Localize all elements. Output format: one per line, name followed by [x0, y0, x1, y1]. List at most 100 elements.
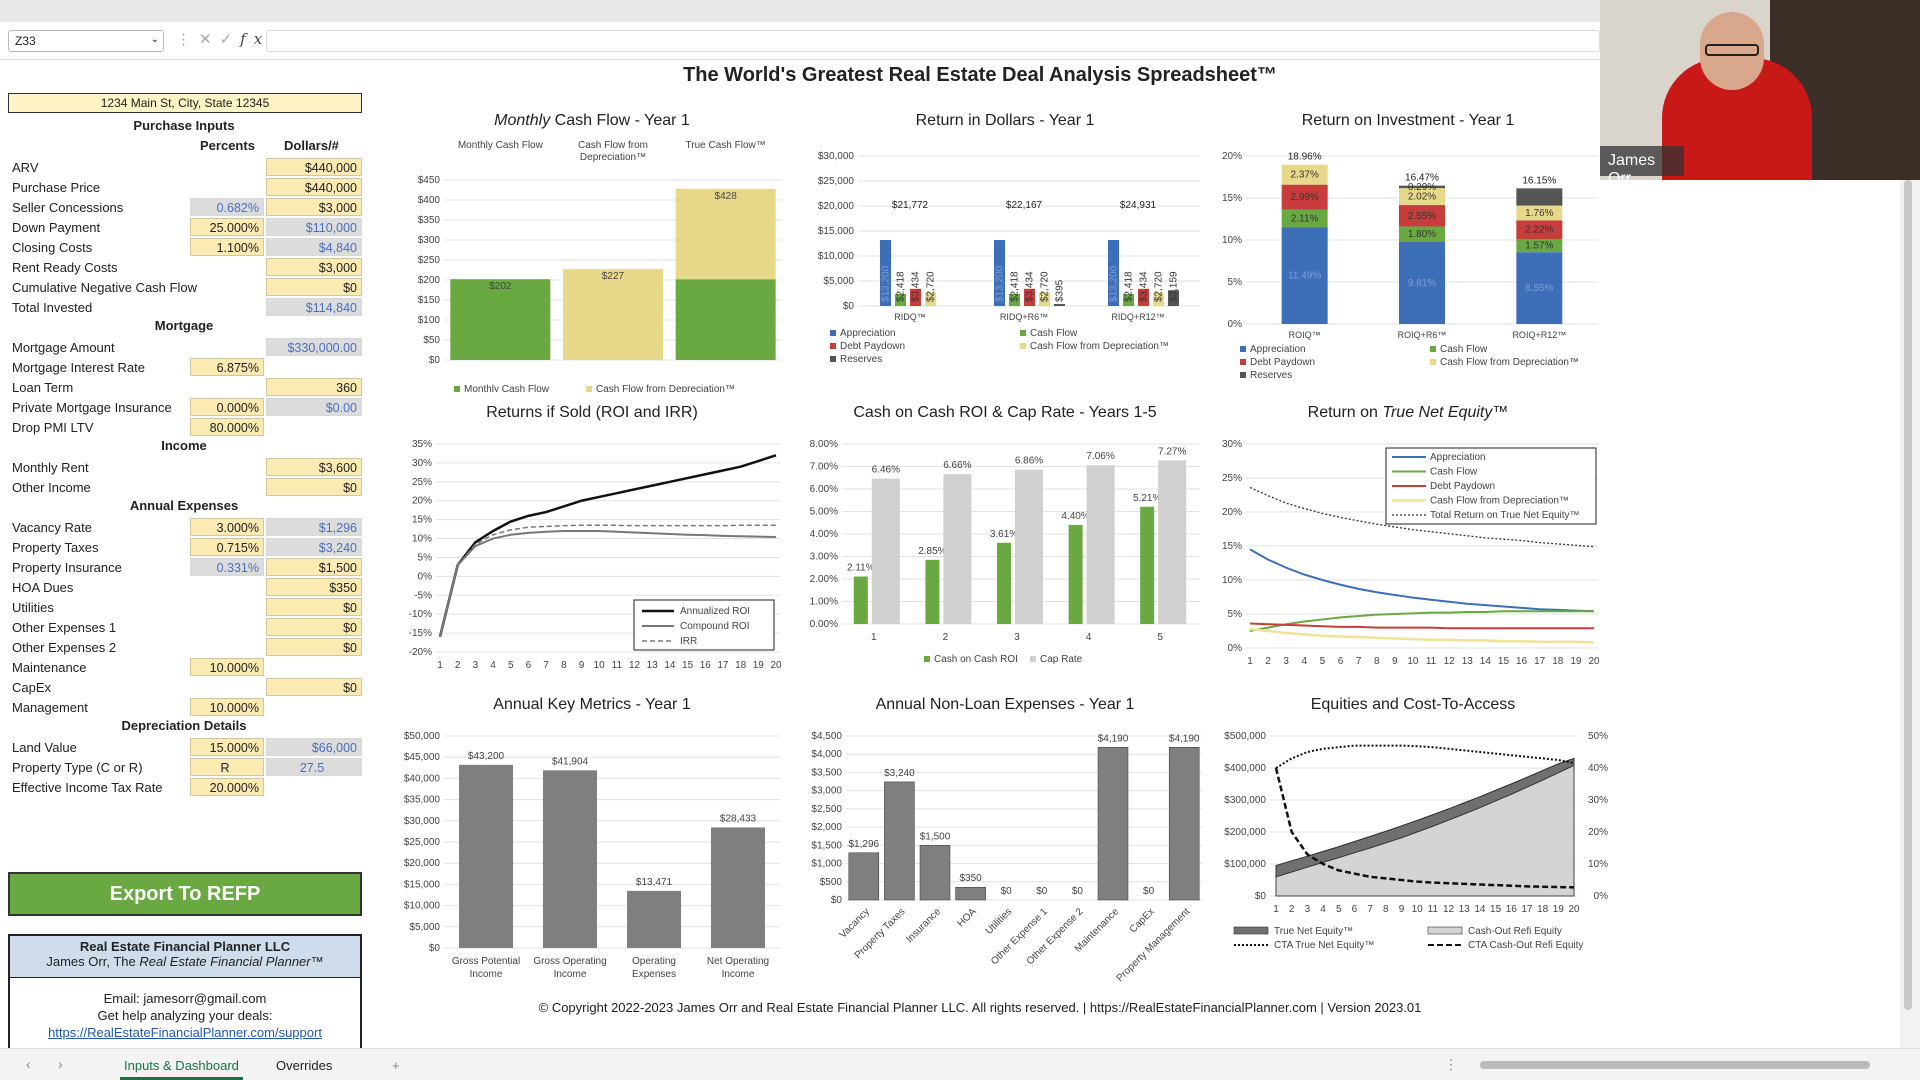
x-tick-label: 13: [647, 660, 659, 671]
purchase-percent-cell[interactable]: 0.682%: [190, 198, 264, 216]
y-tick-label: $20,000: [818, 201, 855, 212]
support-link[interactable]: https://RealEstateFinancialPlanner.com/s…: [48, 1025, 322, 1040]
chart-annual-non-loan[interactable]: Annual Non-Loan Expenses - Year 1 $0 $500 $…: [800, 696, 1210, 992]
chart-annual-key-metrics[interactable]: Annual Key Metrics - Year 1 $0 $5,000 $10,0…: [392, 696, 792, 992]
expenses-value-cell[interactable]: $0: [266, 638, 362, 656]
bar: [1281, 184, 1328, 210]
legend-label: Appreciation: [1250, 344, 1306, 355]
mortgage-value-cell[interactable]: $330,000.00: [266, 338, 362, 356]
category-label: HOA: [956, 906, 979, 929]
x-tick-label: 17: [1534, 656, 1546, 667]
bar: [1068, 525, 1083, 624]
mortgage-percent-cell[interactable]: 0.000%: [190, 398, 264, 416]
legend-label: Debt Paydown: [840, 341, 905, 352]
expenses-value-cell[interactable]: $3,240: [266, 538, 362, 556]
function-icon[interactable]: fx: [240, 30, 271, 48]
export-to-refp-button[interactable]: Export To REFP: [8, 872, 362, 916]
expenses-percent-cell[interactable]: 0.331%: [190, 558, 264, 576]
depreciation-percent-cell[interactable]: 20.000%: [190, 778, 264, 796]
chart-svg: 0%5%10%15%20%25%30%1 2 3 4 5 6 7 8 9 10 11 12 13 14 15…: [1222, 439, 1600, 667]
horizontal-scrollbar[interactable]: [1480, 1061, 1870, 1069]
expenses-value-cell[interactable]: $0: [266, 618, 362, 636]
chart-monthly-cash-flow[interactable]: Monthly Cash Flow - Year 1 $0 $50 $100 $150 $…: [392, 112, 792, 392]
depreciation-value-cell[interactable]: $66,000: [266, 738, 362, 756]
purchase-percent-cell[interactable]: 25.000%: [190, 218, 264, 236]
depreciation-percent-cell[interactable]: R: [190, 758, 264, 776]
add-sheet-button[interactable]: +: [392, 1058, 400, 1073]
formula-input[interactable]: [266, 30, 1600, 52]
expenses-percent-cell[interactable]: 0.715%: [190, 538, 264, 556]
confirm-icon[interactable]: ✓: [219, 31, 241, 48]
chart-roi[interactable]: Return on Investment - Year 1 0% 5% 10% 15% 2…: [1208, 112, 1608, 392]
purchase-value-cell[interactable]: $3,000: [266, 258, 362, 276]
expenses-value-cell[interactable]: $1,500: [266, 558, 362, 576]
bar: [1097, 747, 1129, 901]
chart-title-em: True Net Equity™: [1382, 404, 1509, 421]
bar: [1158, 460, 1187, 624]
chart-returns-if-sold[interactable]: Returns if Sold (ROI and IRR) -20% -15% -10…: [392, 404, 792, 684]
chart-equities-cta[interactable]: Equities and Cost-To-Access $0 $100,000 $20…: [1208, 696, 1618, 992]
purchase-value-cell[interactable]: $110,000: [266, 218, 362, 236]
purchase-value-cell[interactable]: $440,000: [266, 158, 362, 176]
tab-overrides[interactable]: Overrides: [276, 1058, 333, 1073]
legend-swatch: [1240, 372, 1246, 378]
expenses-percent-cell[interactable]: 3.000%: [190, 518, 264, 536]
x-tick-label: 6: [1352, 904, 1358, 915]
purchase-value-cell[interactable]: $0: [266, 278, 362, 296]
y2-tick-label: 10%: [1588, 859, 1608, 870]
category-label: CapEx: [1128, 906, 1157, 935]
expenses-percent-cell[interactable]: 10.000%: [190, 658, 264, 676]
x-tick-label: 14: [1480, 656, 1492, 667]
bar: [1086, 465, 1115, 624]
more-icon[interactable]: ⋮: [1444, 1056, 1458, 1072]
legend-swatch: [1233, 926, 1269, 935]
prev-sheet-icon[interactable]: ‹: [26, 1056, 31, 1072]
chart-return-true-net-equity[interactable]: Return on True Net Equity™ 0% 5% 10% 15% 20% 2…: [1208, 404, 1608, 684]
depreciation-value-cell[interactable]: 27.5: [266, 758, 362, 776]
y-tick-label: 2.00%: [810, 574, 838, 585]
income-value-cell[interactable]: $3,600: [266, 458, 362, 476]
mortgage-value-cell[interactable]: $0.00: [266, 398, 362, 416]
purchase-value-cell[interactable]: $114,840: [266, 298, 362, 316]
mortgage-percent-cell[interactable]: 6.875%: [190, 358, 264, 376]
vertical-scrollbar[interactable]: [1904, 180, 1912, 1010]
expenses-value-cell[interactable]: $0: [266, 598, 362, 616]
x-tick-label: 15: [1498, 656, 1510, 667]
expenses-value-cell[interactable]: $0: [266, 678, 362, 696]
cancel-icon[interactable]: ✕: [199, 31, 220, 48]
expenses-value-cell[interactable]: $1,296: [266, 518, 362, 536]
next-sheet-icon[interactable]: ›: [58, 1056, 63, 1072]
mortgage-percent-cell[interactable]: 80.000%: [190, 418, 264, 436]
more-icon[interactable]: ⋮: [176, 31, 199, 48]
depreciation-percent-cell[interactable]: 15.000%: [190, 738, 264, 756]
y-tick-label: $0: [831, 895, 843, 906]
chart-return-dollars[interactable]: Return in Dollars - Year 1 $0 $5,000 $10,00…: [800, 112, 1210, 392]
chart-coc-cap[interactable]: Cash on Cash ROI & Cap Rate - Years 1-5 0…: [800, 404, 1210, 684]
x-tick-label: 17: [717, 660, 729, 671]
bar: [450, 279, 551, 360]
data-label: $2,418: [1124, 271, 1135, 302]
data-label: 1.76%: [1525, 208, 1553, 219]
purchase-value-cell[interactable]: $440,000: [266, 178, 362, 196]
contact-email: Email: jamesorr@gmail.com: [103, 991, 267, 1006]
person-title: Real Estate Financial Planner™: [139, 954, 324, 969]
x-tick-label: 3: [1305, 904, 1311, 915]
purchase-percent-cell[interactable]: 1.100%: [190, 238, 264, 256]
purchase-value-cell[interactable]: $4,840: [266, 238, 362, 256]
expenses-percent-cell[interactable]: 10.000%: [190, 698, 264, 716]
legend-label: Cash Flow: [1430, 467, 1478, 478]
chevron-down-icon[interactable]: ⌄: [150, 34, 159, 45]
income-value-cell[interactable]: $0: [266, 478, 362, 496]
address-cell[interactable]: 1234 Main St, City, State 12345: [8, 93, 362, 113]
name-box[interactable]: Z33 ⌄: [8, 30, 164, 52]
bar: [1399, 226, 1445, 242]
expenses-value-cell[interactable]: $350: [266, 578, 362, 596]
mortgage-value-cell[interactable]: 360: [266, 378, 362, 396]
purchase-value-cell[interactable]: $3,000: [266, 198, 362, 216]
bar: [1516, 205, 1563, 221]
y-tick-label: $30,000: [818, 151, 855, 162]
help-text: Get help analyzing your deals:: [97, 1008, 273, 1023]
tab-inputs-dashboard[interactable]: Inputs & Dashboard: [120, 1054, 243, 1080]
purchase-row-label: Total Invested: [12, 300, 93, 315]
data-label: 2.37%: [1290, 170, 1318, 181]
